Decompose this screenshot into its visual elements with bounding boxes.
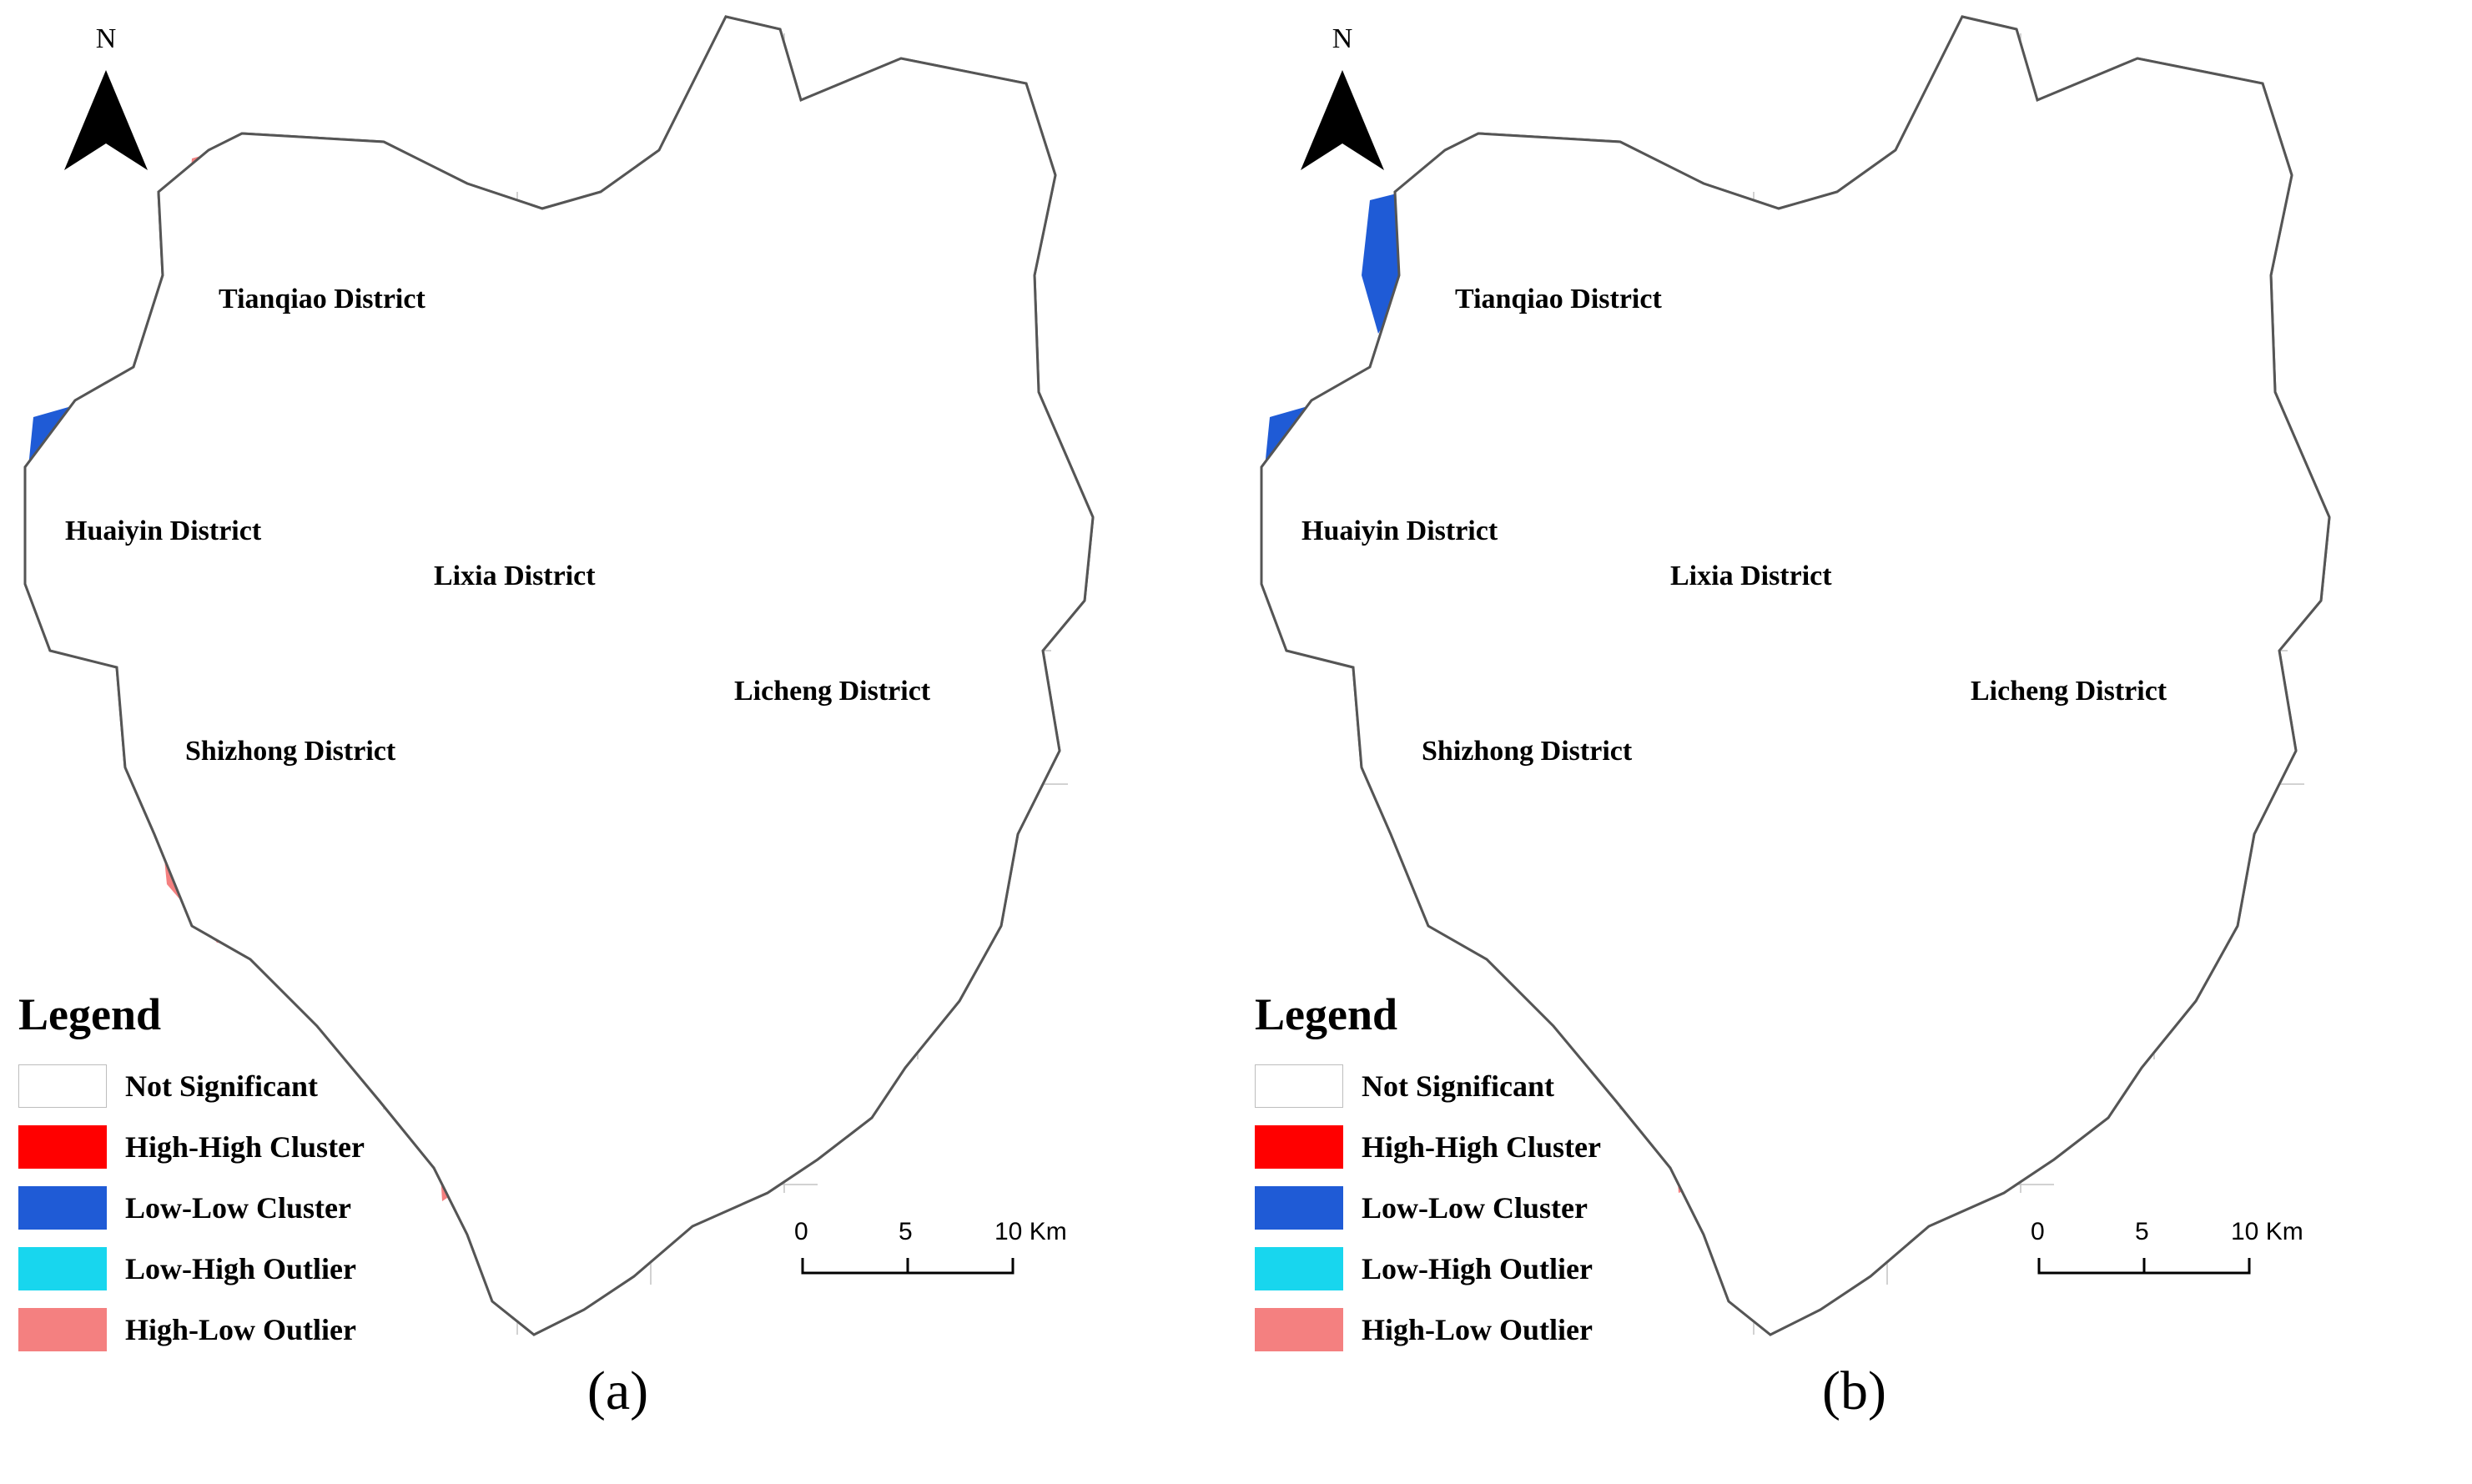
legend-swatch (18, 1124, 107, 1169)
legend-swatch (18, 1307, 107, 1351)
scale-bar-line (2037, 1258, 2251, 1275)
legend-item-low-low: Low-Low Cluster (18, 1177, 365, 1238)
panel-caption-b: (b) (1822, 1361, 1886, 1421)
north-letter: N (1332, 23, 1353, 54)
legend-label: Not Significant (125, 1069, 319, 1103)
legend-label: High-High Cluster (1362, 1129, 1602, 1164)
district-label-tianqiao: Tianqiao District (219, 284, 425, 314)
north-arrow-icon (1301, 70, 1384, 170)
legend-label: High-Low Outlier (1362, 1312, 1593, 1346)
north-letter: N (95, 23, 117, 54)
legend-item-high-high: High-High Cluster (18, 1116, 365, 1177)
lisa-cluster-map-a (23, 15, 1095, 1336)
district-label-tianqiao: Tianqiao District (1455, 284, 1662, 314)
district-label-huaiyin: Huaiyin District (65, 516, 262, 546)
district-label-lixia: Lixia District (434, 561, 596, 591)
scale-bar: 0 5 10 Km (794, 1218, 1067, 1285)
district-label-lixia: Lixia District (1670, 561, 1832, 591)
district-label-licheng: Licheng District (734, 676, 931, 707)
legend-swatch (1255, 1124, 1343, 1169)
legend: Legend Not Significant High-High Cluster… (18, 988, 365, 1360)
north-arrow: N (1296, 23, 1388, 182)
legend: Legend Not Significant High-High Cluster… (1255, 988, 1601, 1360)
scale-bar: 0 5 10 Km (2031, 1218, 2303, 1285)
legend-label: Low-Low Cluster (1362, 1190, 1588, 1225)
legend-item-high-low: High-Low Outlier (1255, 1299, 1601, 1360)
legend-swatch (1255, 1064, 1343, 1108)
lisa-cluster-map-b (1260, 15, 2331, 1336)
scale-label-5: 5 (2135, 1218, 2149, 1245)
district-label-huaiyin: Huaiyin District (1301, 516, 1498, 546)
legend-swatch (1255, 1185, 1343, 1230)
legend-item-low-high: Low-High Outlier (18, 1238, 365, 1299)
legend-item-not-significant: Not Significant (1255, 1055, 1601, 1116)
district-label-shizhong: Shizhong District (1422, 736, 1633, 767)
legend-item-high-high: High-High Cluster (1255, 1116, 1601, 1177)
north-arrow-icon (64, 70, 148, 170)
legend-swatch (18, 1064, 107, 1108)
legend-item-high-low: High-Low Outlier (18, 1299, 365, 1360)
legend-label: High-Low Outlier (125, 1312, 356, 1346)
scale-label-5: 5 (899, 1218, 913, 1245)
legend-swatch (1255, 1307, 1343, 1351)
district-label-shizhong: Shizhong District (185, 736, 396, 767)
north-arrow: N (60, 23, 152, 182)
scale-label-0: 0 (794, 1218, 808, 1245)
legend-swatch (18, 1185, 107, 1230)
legend-item-low-high: Low-High Outlier (1255, 1238, 1601, 1299)
scale-label-10: 10 Km (994, 1218, 1067, 1245)
scale-label-10: 10 Km (2231, 1218, 2303, 1245)
legend-swatch (1255, 1246, 1343, 1290)
panel-caption-a: (a) (587, 1361, 649, 1421)
legend-item-not-significant: Not Significant (18, 1055, 365, 1116)
map-panel-b: N Tianqiao District Huaiyin District Lix… (1236, 0, 2472, 1484)
legend-item-low-low: Low-Low Cluster (1255, 1177, 1601, 1238)
legend-label: Not Significant (1362, 1069, 1555, 1103)
legend-label: Low-High Outlier (1362, 1251, 1593, 1285)
legend-label: Low-Low Cluster (125, 1190, 351, 1225)
map-panel-a: N Tianqiao District Huaiyin District Lix… (18, 15, 1095, 1421)
legend-swatch (18, 1246, 107, 1290)
legend-label: Low-High Outlier (125, 1251, 356, 1285)
district-label-licheng: Licheng District (1971, 676, 2167, 707)
scale-label-0: 0 (2031, 1218, 2045, 1245)
legend-title: Legend (1255, 989, 1398, 1039)
legend-title: Legend (18, 989, 162, 1039)
legend-label: High-High Cluster (125, 1129, 365, 1164)
scale-bar-line (801, 1258, 1014, 1275)
